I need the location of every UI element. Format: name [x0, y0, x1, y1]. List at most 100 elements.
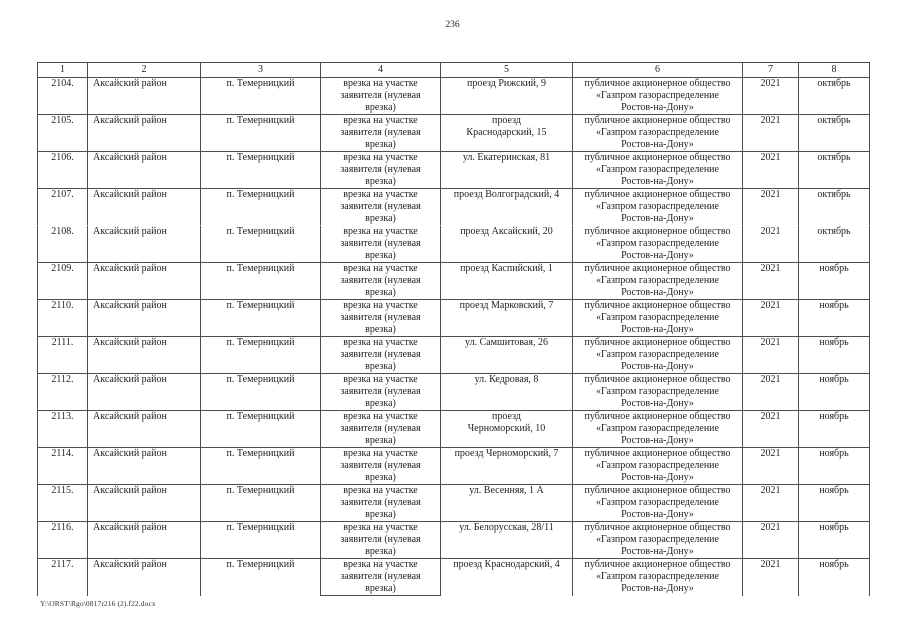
table-row: 2111. Аксайский район п. Темерницкий вре…	[37, 336, 870, 373]
table-row: 2110. Аксайский район п. Темерницкий вре…	[37, 299, 870, 336]
cell-settlement: п. Темерницкий	[200, 188, 320, 225]
cell-year: 2021	[742, 77, 798, 114]
cell-settlement: п. Темерницкий	[200, 77, 320, 114]
cell-organization: публичное акционерное общество «Газпром …	[572, 336, 742, 373]
cell-settlement: п. Темерницкий	[200, 262, 320, 299]
cell-settlement: п. Темерницкий	[200, 151, 320, 188]
cell-year: 2021	[742, 373, 798, 410]
cell-work-type: врезка на участке заявителя (нулевая вре…	[320, 558, 440, 596]
cell-organization: публичное акционерное общество «Газпром …	[572, 558, 742, 596]
cell-address: проезд Каспийский, 1	[440, 262, 572, 299]
cell-month: ноябрь	[798, 447, 870, 484]
cell-month: ноябрь	[798, 336, 870, 373]
header-cell: 5	[440, 62, 572, 77]
cell-row-number: 2116.	[37, 521, 87, 558]
table-row: 2104. Аксайский район п. Темерницкий вре…	[37, 77, 870, 114]
cell-month: ноябрь	[798, 373, 870, 410]
table-row: 2109. Аксайский район п. Темерницкий вре…	[37, 262, 870, 299]
cell-year: 2021	[742, 521, 798, 558]
cell-settlement: п. Темерницкий	[200, 410, 320, 447]
document-file-path: Y:\ORST\Rgo\0817r216 (2).f22.docx	[40, 599, 156, 608]
cell-work-type: врезка на участке заявителя (нулевая вре…	[320, 521, 440, 558]
header-cell: 7	[742, 62, 798, 77]
cell-address: проезд Волгоградский, 4	[440, 188, 572, 225]
header-cell: 8	[798, 62, 870, 77]
table-row: 2108. Аксайский район п. Темерницкий вре…	[37, 225, 870, 262]
cell-address: проезд Марковский, 7	[440, 299, 572, 336]
cell-address: ул. Кедровая, 8	[440, 373, 572, 410]
cell-address: проезд Черноморский, 10	[440, 410, 572, 447]
cell-address: проезд Краснодарский, 15	[440, 114, 572, 151]
cell-month: ноябрь	[798, 262, 870, 299]
cell-row-number: 2112.	[37, 373, 87, 410]
cell-district: Аксайский район	[87, 77, 200, 114]
table-row: 2107. Аксайский район п. Темерницкий вре…	[37, 188, 870, 225]
cell-row-number: 2109.	[37, 262, 87, 299]
table-row: 2112. Аксайский район п. Темерницкий вре…	[37, 373, 870, 410]
cell-row-number: 2113.	[37, 410, 87, 447]
cell-district: Аксайский район	[87, 151, 200, 188]
cell-year: 2021	[742, 447, 798, 484]
cell-district: Аксайский район	[87, 225, 200, 262]
cell-settlement: п. Темерницкий	[200, 373, 320, 410]
cell-organization: публичное акционерное общество «Газпром …	[572, 373, 742, 410]
table-row: 2106. Аксайский район п. Темерницкий вре…	[37, 151, 870, 188]
cell-row-number: 2110.	[37, 299, 87, 336]
cell-work-type: врезка на участке заявителя (нулевая вре…	[320, 77, 440, 114]
cell-work-type: врезка на участке заявителя (нулевая вре…	[320, 151, 440, 188]
cell-district: Аксайский район	[87, 558, 200, 596]
cell-row-number: 2107.	[37, 188, 87, 225]
cell-month: ноябрь	[798, 299, 870, 336]
cell-work-type: врезка на участке заявителя (нулевая вре…	[320, 373, 440, 410]
cell-settlement: п. Темерницкий	[200, 484, 320, 521]
cell-district: Аксайский район	[87, 410, 200, 447]
cell-district: Аксайский район	[87, 484, 200, 521]
cell-year: 2021	[742, 299, 798, 336]
cell-settlement: п. Темерницкий	[200, 114, 320, 151]
cell-settlement: п. Темерницкий	[200, 299, 320, 336]
cell-address: проезд Краснодарский, 4	[440, 558, 572, 596]
cell-row-number: 2106.	[37, 151, 87, 188]
cell-district: Аксайский район	[87, 521, 200, 558]
cell-year: 2021	[742, 151, 798, 188]
cell-year: 2021	[742, 336, 798, 373]
cell-work-type: врезка на участке заявителя (нулевая вре…	[320, 188, 440, 225]
cell-work-type: врезка на участке заявителя (нулевая вре…	[320, 299, 440, 336]
header-cell: 1	[37, 62, 87, 77]
cell-work-type: врезка на участке заявителя (нулевая вре…	[320, 262, 440, 299]
table-row: 2114. Аксайский район п. Темерницкий вре…	[37, 447, 870, 484]
cell-organization: публичное акционерное общество «Газпром …	[572, 299, 742, 336]
cell-row-number: 2111.	[37, 336, 87, 373]
page-number: 236	[445, 20, 460, 30]
cell-organization: публичное акционерное общество «Газпром …	[572, 521, 742, 558]
cell-year: 2021	[742, 558, 798, 596]
cell-month: октябрь	[798, 188, 870, 225]
cell-row-number: 2105.	[37, 114, 87, 151]
cell-work-type: врезка на участке заявителя (нулевая вре…	[320, 410, 440, 447]
table-row: 2116. Аксайский район п. Темерницкий вре…	[37, 521, 870, 558]
cell-settlement: п. Темерницкий	[200, 336, 320, 373]
cell-organization: публичное акционерное общество «Газпром …	[572, 447, 742, 484]
cell-work-type: врезка на участке заявителя (нулевая вре…	[320, 225, 440, 262]
cell-organization: публичное акционерное общество «Газпром …	[572, 410, 742, 447]
table-row: 2105. Аксайский район п. Темерницкий вре…	[37, 114, 870, 151]
table-row: 2113. Аксайский район п. Темерницкий вре…	[37, 410, 870, 447]
cell-work-type: врезка на участке заявителя (нулевая вре…	[320, 336, 440, 373]
cell-month: ноябрь	[798, 558, 870, 596]
cell-year: 2021	[742, 410, 798, 447]
cell-settlement: п. Темерницкий	[200, 521, 320, 558]
table-row: 2117. Аксайский район п. Темерницкий вре…	[37, 558, 870, 596]
cell-month: ноябрь	[798, 521, 870, 558]
cell-organization: публичное акционерное общество «Газпром …	[572, 77, 742, 114]
cell-month: ноябрь	[798, 484, 870, 521]
cell-settlement: п. Темерницкий	[200, 447, 320, 484]
cell-district: Аксайский район	[87, 262, 200, 299]
table-body: 2104. Аксайский район п. Темерницкий вре…	[37, 77, 870, 596]
header-cell: 2	[87, 62, 200, 77]
cell-work-type: врезка на участке заявителя (нулевая вре…	[320, 447, 440, 484]
cell-row-number: 2114.	[37, 447, 87, 484]
cell-address: ул. Екатеринская, 81	[440, 151, 572, 188]
cell-month: октябрь	[798, 151, 870, 188]
header-cell: 6	[572, 62, 742, 77]
